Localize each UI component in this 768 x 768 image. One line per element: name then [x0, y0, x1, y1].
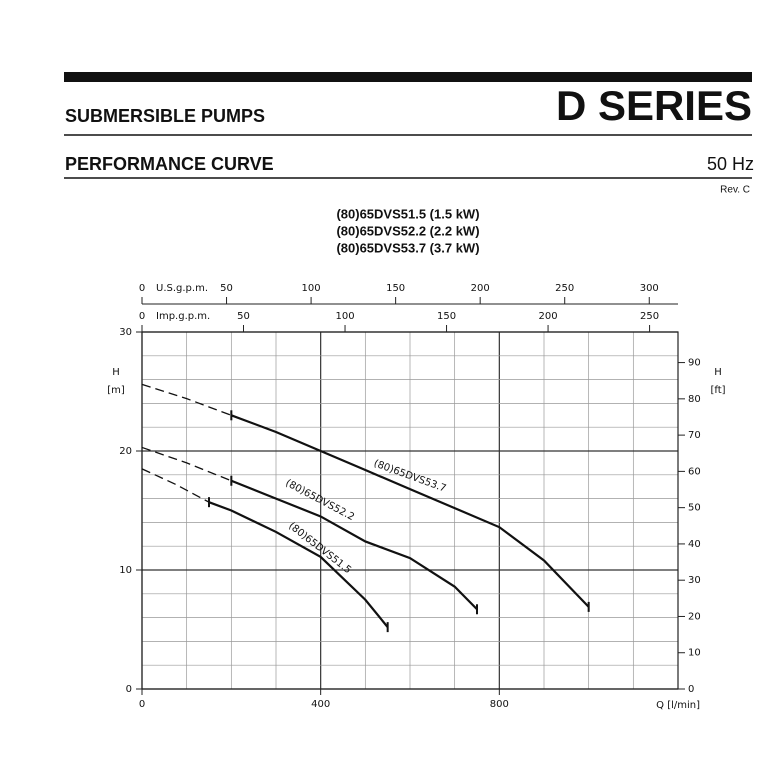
plot-frame: [141, 331, 679, 690]
x-tick-label: 0: [139, 699, 145, 710]
y2-tick-label: 60: [688, 466, 701, 477]
top-tick-label: 100: [302, 283, 321, 294]
header-bar: [64, 72, 752, 82]
y2-tick-label: 40: [688, 539, 701, 550]
y2-tick-label: 80: [688, 394, 701, 405]
category: SUBMERSIBLE PUMPS: [65, 106, 265, 126]
y2-tick-label: 10: [688, 648, 701, 659]
y2-tick-label: 50: [688, 503, 701, 514]
top-tick-label: 250: [555, 283, 574, 294]
top-tick-label: 0: [139, 283, 145, 294]
y2-tick-label: 90: [688, 358, 701, 369]
x-tick-label: 400: [311, 699, 330, 710]
x-tick-label: 800: [490, 699, 509, 710]
top-tick-label: 250: [640, 311, 659, 322]
curve-extrapolated: [141, 468, 210, 503]
section: PERFORMANCE CURVE: [65, 154, 274, 174]
top-tick-label: 200: [471, 283, 490, 294]
top-tick-label: 300: [640, 283, 659, 294]
subtitle: (80)65DVS53.7 (3.7 kW): [336, 240, 479, 255]
curve-extrapolated: [141, 446, 232, 482]
x-label: Q [l/min]: [656, 700, 700, 711]
top-tick-label: 100: [335, 311, 354, 322]
frequency: 50 Hz: [707, 154, 754, 174]
y-tick-label: 0: [126, 684, 132, 695]
top-tick-label: 150: [437, 311, 456, 322]
curve: [230, 414, 590, 608]
y2-label: H: [714, 367, 722, 378]
y2-tick-label: 70: [688, 430, 701, 441]
top-tick-label: 0: [139, 311, 145, 322]
y-label-unit: [m]: [107, 385, 125, 396]
y-tick-label: 10: [119, 565, 132, 576]
y-label: H: [112, 367, 120, 378]
y-tick-label: 20: [119, 446, 132, 457]
y-tick-label: 30: [119, 327, 132, 338]
top-axis-label: U.S.g.p.m.: [156, 283, 208, 294]
y2-tick-label: 0: [688, 684, 694, 695]
subtitle: (80)65DVS51.5 (1.5 kW): [336, 206, 479, 221]
subtitle: (80)65DVS52.2 (2.2 kW): [336, 223, 479, 238]
top-tick-label: 200: [539, 311, 558, 322]
revision: Rev. C: [720, 185, 750, 196]
curve: [208, 501, 389, 628]
top-tick-label: 50: [220, 283, 233, 294]
top-tick-label: 150: [386, 283, 405, 294]
y2-tick-label: 20: [688, 611, 701, 622]
y2-tick-label: 30: [688, 575, 701, 586]
top-axis-label: Imp.g.p.m.: [156, 311, 210, 322]
top-tick-label: 50: [237, 311, 250, 322]
curve: [230, 479, 478, 611]
curve-extrapolated: [141, 383, 232, 416]
y2-label-unit: [ft]: [710, 385, 725, 396]
series-name: D SERIES: [556, 82, 752, 129]
